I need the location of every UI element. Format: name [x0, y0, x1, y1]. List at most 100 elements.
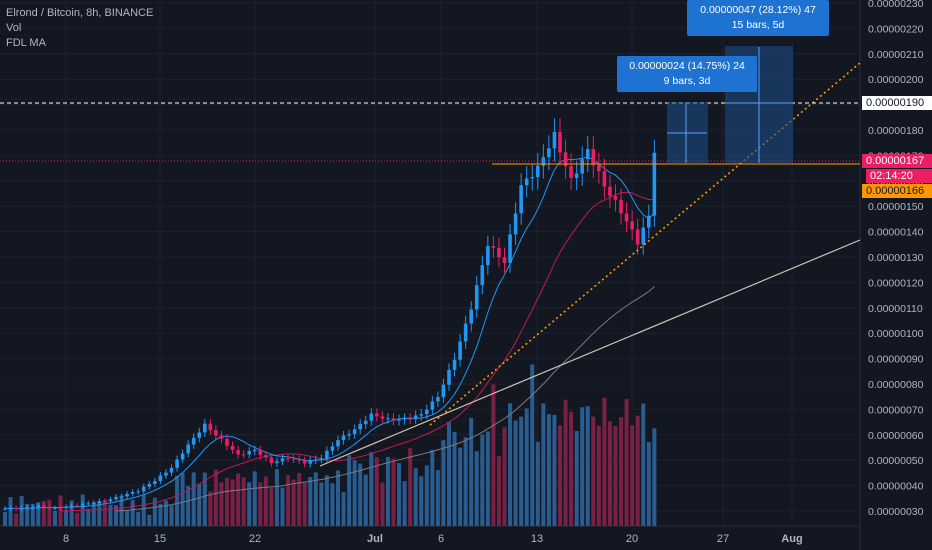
candle-body	[208, 423, 213, 431]
volume-bar	[247, 482, 252, 526]
candle-body	[286, 458, 290, 460]
volume-bar	[502, 427, 507, 526]
volume-bar	[652, 428, 657, 526]
candle-body	[42, 505, 46, 507]
candle-body	[458, 341, 462, 360]
price-axis-label: 0.00000210	[868, 49, 924, 61]
candle-body	[425, 409, 429, 415]
volume-bar	[591, 416, 596, 526]
candle-body	[247, 451, 251, 455]
price-axis-label: 0.00000100	[868, 328, 924, 340]
price-axis-label: 0.00000030	[868, 506, 924, 518]
volume-bar	[219, 482, 224, 526]
volume-bar	[52, 510, 57, 526]
time-axis-label: 15	[154, 533, 166, 545]
candle-body	[302, 460, 307, 464]
volume-bar	[169, 505, 174, 526]
candle-body	[175, 459, 179, 468]
volume-bar	[413, 468, 418, 526]
volume-bar	[30, 503, 35, 526]
candle-body	[86, 503, 91, 505]
candle-body	[580, 159, 584, 174]
price-axis-label: 0.00000110	[868, 303, 923, 315]
candle-body	[602, 171, 607, 187]
candle-body	[169, 467, 174, 473]
measure-callout-2[interactable]: 0.00000047 (28.12%) 47 15 bars, 5d	[687, 0, 829, 36]
volume-bar	[491, 384, 496, 526]
volume-bar	[36, 502, 41, 526]
volume-bar	[241, 477, 246, 526]
candle-body	[153, 481, 157, 484]
volume-bar	[563, 399, 568, 526]
volume-bar	[535, 441, 540, 526]
measure-2-price: 0.00000047 (28.12%) 47	[700, 4, 816, 16]
volume-bar	[646, 442, 651, 526]
candle-body	[214, 430, 218, 436]
candle-body	[569, 166, 573, 178]
candle-body	[613, 196, 618, 200]
volume-bar	[308, 476, 313, 526]
candle-body	[125, 493, 129, 497]
candle-body	[158, 475, 163, 482]
candle-body	[380, 416, 385, 419]
candle-body	[186, 444, 190, 454]
measure-2-bars: 15 bars, 5d	[731, 19, 785, 31]
volume-bar	[125, 510, 130, 526]
candle-body	[347, 434, 351, 436]
volume-bar	[230, 479, 235, 526]
candle-body	[491, 246, 496, 248]
volume-bar	[619, 417, 624, 526]
candle-body	[58, 507, 63, 509]
price-axis-label: 0.00000150	[868, 201, 924, 213]
candle-body	[552, 131, 557, 149]
candle-body	[641, 227, 646, 245]
candle-body	[197, 432, 202, 438]
volume-bar	[97, 502, 102, 526]
volume-bar	[102, 499, 107, 526]
volume-bar	[352, 460, 357, 526]
candle-body	[358, 424, 362, 430]
candle-body	[308, 460, 313, 464]
volume-bar	[513, 420, 518, 526]
time-axis-label: 6	[438, 533, 444, 545]
volume-bar	[569, 411, 574, 526]
measure-callout-1[interactable]: 0.00000024 (14.75%) 24 9 bars, 3d	[617, 56, 757, 92]
volume-bar	[630, 425, 635, 526]
candle-body	[635, 229, 640, 245]
volume-bar	[391, 458, 396, 526]
volume-bar	[358, 463, 363, 526]
volume-bar	[86, 508, 91, 526]
volume-bar	[180, 473, 185, 526]
price-axis-label: 0.00000060	[868, 430, 924, 442]
volume-bar	[319, 482, 324, 526]
candle-body	[141, 486, 146, 492]
candle-body	[630, 221, 634, 230]
volume-bar	[197, 483, 202, 526]
volume-bar	[574, 431, 579, 526]
volume-bar	[347, 455, 352, 526]
candle-body	[419, 414, 424, 416]
candle-body	[513, 213, 518, 235]
volume-bar	[280, 487, 285, 526]
time-axis-label: 13	[531, 533, 543, 545]
candle-body	[619, 199, 623, 214]
volume-bar	[585, 406, 590, 526]
volume-bar	[496, 455, 501, 526]
candle-body	[558, 131, 562, 153]
volume-bar	[641, 403, 646, 526]
volume-bar	[385, 456, 390, 526]
candle-body	[275, 461, 279, 464]
candle-body	[624, 213, 629, 222]
long-trendline	[319, 239, 861, 467]
time-axis-label: 8	[63, 533, 69, 545]
candle-body	[436, 397, 440, 402]
volume-bar	[91, 502, 96, 526]
volume-bar	[441, 440, 446, 526]
candle-body	[480, 265, 485, 286]
candle-body	[524, 178, 529, 186]
price-axis-label: 0.00000070	[868, 404, 924, 416]
time-axis-label: Jul	[367, 533, 383, 545]
candle-body	[136, 491, 140, 493]
volume-bar	[69, 500, 74, 526]
